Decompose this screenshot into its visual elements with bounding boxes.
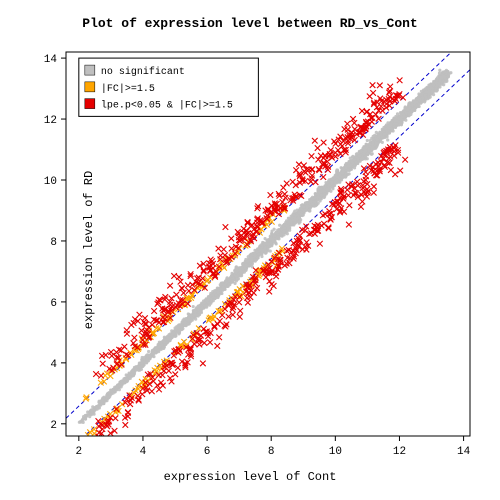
series-no-significant <box>78 69 453 424</box>
y-tick-label: 2 <box>50 420 57 432</box>
y-tick-label: 4 <box>50 359 57 371</box>
x-tick-label: 6 <box>204 446 211 458</box>
x-tick-label: 2 <box>76 446 83 458</box>
x-axis-label: expression level of Cont <box>0 470 500 484</box>
chart-title: Plot of expression level between RD_vs_C… <box>0 16 500 31</box>
legend-swatch <box>85 82 95 92</box>
x-tick-label: 10 <box>329 446 342 458</box>
legend-swatch <box>85 99 95 109</box>
legend-label: no significant <box>101 66 185 78</box>
y-tick-label: 6 <box>50 298 57 310</box>
x-tick-label: 12 <box>393 446 406 458</box>
x-tick-label: 4 <box>140 446 147 458</box>
y-tick-label: 10 <box>44 176 57 188</box>
fc-threshold-line <box>66 70 470 454</box>
legend-swatch <box>85 65 95 75</box>
legend-label: |FC|>=1.5 <box>101 83 155 95</box>
legend-label: lpe.p<0.05 & |FC|>=1.5 <box>101 100 233 112</box>
scatter-plot: 24681012142468101214 no significant|FC|>… <box>62 48 474 440</box>
y-tick-label: 14 <box>44 54 58 66</box>
chart-container: Plot of expression level between RD_vs_C… <box>0 0 500 500</box>
y-tick-label: 8 <box>50 237 57 249</box>
y-tick-label: 12 <box>44 115 57 127</box>
x-tick-label: 8 <box>268 446 275 458</box>
x-tick-label: 14 <box>457 446 471 458</box>
